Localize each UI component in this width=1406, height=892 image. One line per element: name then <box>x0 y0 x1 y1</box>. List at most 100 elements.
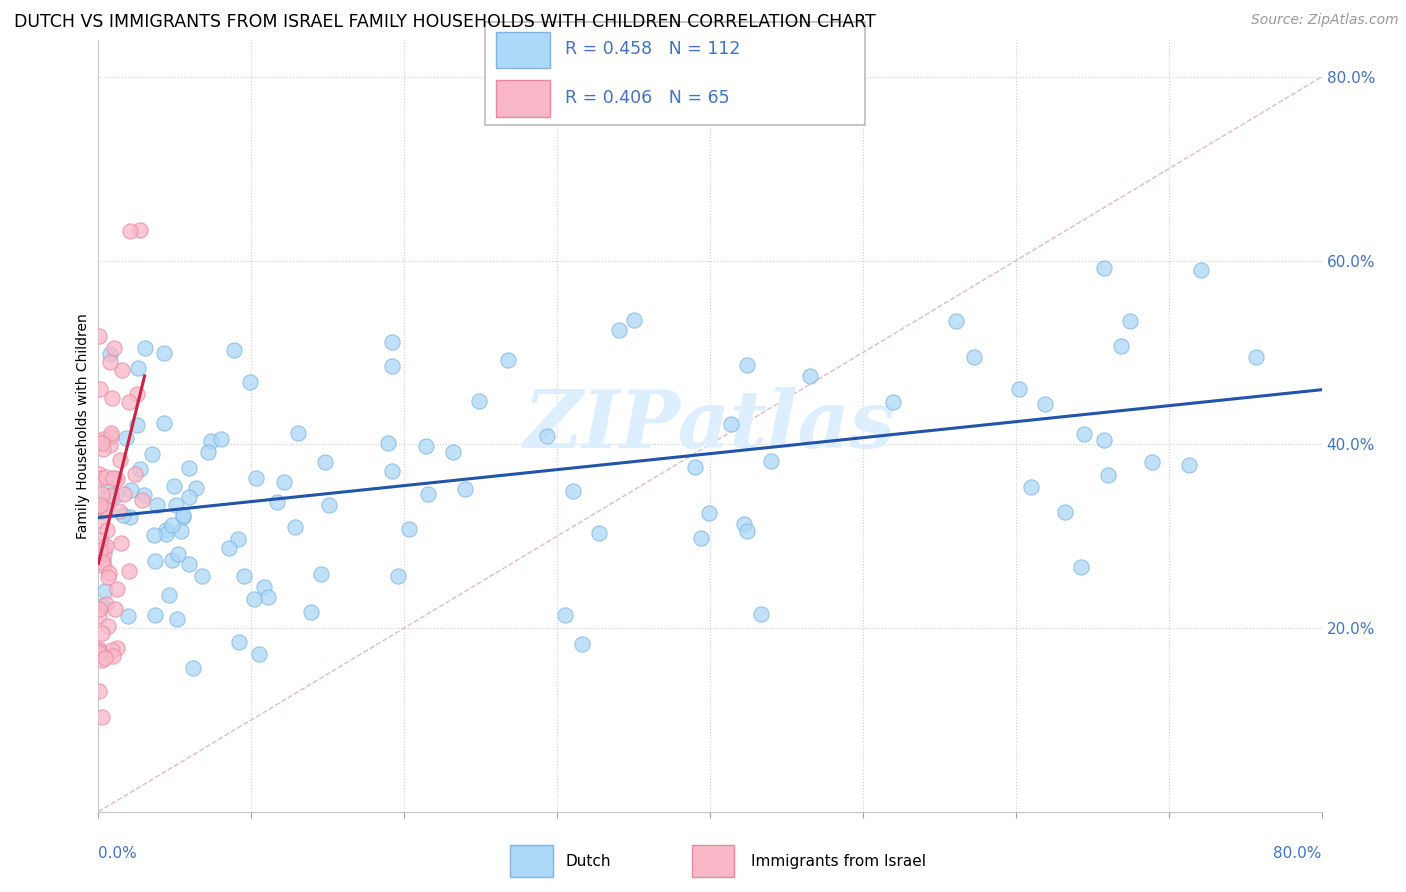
Point <box>381 359 404 373</box>
Point <box>97 499 120 513</box>
Point <box>200 434 222 449</box>
Point <box>1073 426 1095 441</box>
Point <box>536 429 558 443</box>
Point <box>105 641 128 656</box>
Point <box>125 387 148 401</box>
Text: Dutch: Dutch <box>565 854 610 869</box>
Text: Immigrants from Israel: Immigrants from Israel <box>751 854 925 869</box>
Point <box>111 508 134 523</box>
Point <box>105 582 128 597</box>
Point <box>160 553 183 567</box>
Point <box>155 526 177 541</box>
Point <box>146 498 169 512</box>
Point <box>287 425 309 440</box>
Point <box>211 432 233 446</box>
Point <box>177 557 200 571</box>
FancyBboxPatch shape <box>496 31 550 69</box>
Point <box>257 590 280 604</box>
Point <box>89 684 111 698</box>
Point <box>799 368 821 383</box>
Point <box>245 471 267 485</box>
Y-axis label: Family Households with Children: Family Households with Children <box>76 313 90 539</box>
Point <box>90 625 112 640</box>
Point <box>120 224 142 238</box>
Point <box>1140 455 1163 469</box>
Point <box>179 460 201 475</box>
Point <box>218 541 240 556</box>
Text: R = 0.406   N = 65: R = 0.406 N = 65 <box>565 88 730 107</box>
Point <box>143 554 166 568</box>
Point <box>117 609 139 624</box>
Point <box>125 417 148 432</box>
Point <box>93 546 115 560</box>
FancyBboxPatch shape <box>510 846 553 878</box>
Point <box>104 488 127 502</box>
Point <box>441 444 464 458</box>
Point <box>299 605 322 619</box>
Point <box>111 362 134 376</box>
Point <box>685 460 707 475</box>
Text: 80.0%: 80.0% <box>1274 847 1322 862</box>
Point <box>101 642 124 657</box>
Point <box>184 481 207 495</box>
Point <box>247 647 270 661</box>
Point <box>89 383 111 397</box>
Point <box>120 510 142 524</box>
Point <box>96 489 118 503</box>
Point <box>90 504 112 518</box>
Point <box>181 661 204 675</box>
Point <box>118 395 141 409</box>
Point <box>1177 458 1199 472</box>
Point <box>143 528 166 542</box>
Point <box>1033 397 1056 411</box>
Point <box>90 435 112 450</box>
FancyBboxPatch shape <box>496 79 550 117</box>
Point <box>1189 262 1212 277</box>
Point <box>197 445 219 459</box>
Point <box>91 487 114 501</box>
Point <box>243 592 266 607</box>
Point <box>1054 505 1077 519</box>
Point <box>141 447 163 461</box>
Point <box>166 548 188 562</box>
Point <box>498 352 520 367</box>
Point <box>697 506 720 520</box>
Point <box>561 483 583 498</box>
Point <box>157 587 180 601</box>
Point <box>89 467 111 481</box>
Point <box>468 394 491 409</box>
Point <box>239 375 262 389</box>
Point <box>94 470 117 484</box>
Point <box>118 564 141 578</box>
Point <box>89 609 111 624</box>
Point <box>571 637 593 651</box>
Point <box>1092 434 1115 448</box>
Point <box>454 482 477 496</box>
Point <box>381 335 404 350</box>
Point <box>101 392 124 406</box>
Point <box>97 570 120 584</box>
Text: Source: ZipAtlas.com: Source: ZipAtlas.com <box>1251 13 1399 28</box>
Point <box>97 566 120 580</box>
Point <box>90 653 112 667</box>
Point <box>253 580 276 594</box>
Text: 0.0%: 0.0% <box>98 847 138 862</box>
Point <box>266 494 288 508</box>
Point <box>735 524 758 538</box>
Point <box>690 531 713 545</box>
Point <box>131 493 153 508</box>
Point <box>110 536 132 550</box>
Point <box>94 651 117 665</box>
Point <box>318 498 340 512</box>
Point <box>1070 560 1092 574</box>
Point <box>228 635 250 649</box>
Point <box>1246 351 1268 365</box>
Point <box>98 347 121 361</box>
Point <box>101 648 124 663</box>
Point <box>945 314 967 328</box>
Point <box>129 461 152 475</box>
Point <box>89 644 111 658</box>
FancyBboxPatch shape <box>485 22 865 125</box>
Point <box>377 436 399 450</box>
Point <box>91 442 114 457</box>
